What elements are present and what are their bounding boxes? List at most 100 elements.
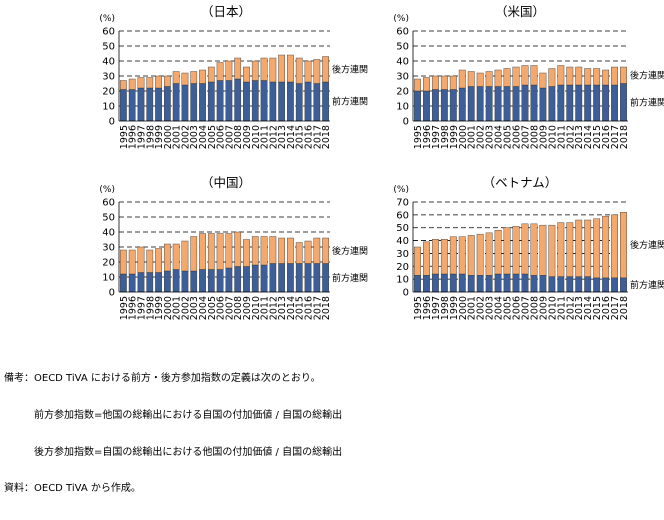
bar-forward	[414, 90, 421, 122]
y-tick-label: 30	[396, 72, 409, 83]
x-tick-label: 2012	[565, 125, 576, 149]
bar-forward	[566, 84, 574, 122]
bar-backward	[611, 214, 618, 279]
bar-forward	[620, 83, 627, 122]
bar-backward	[128, 78, 136, 90]
x-tick-label: 2008	[233, 296, 244, 320]
bar-forward	[207, 81, 215, 122]
x-tick-label: 2000	[458, 296, 469, 320]
bar-forward	[530, 275, 538, 293]
charts-canvas: （日本）(%)010203040506019951996199719981999…	[99, 4, 664, 320]
bar-forward	[467, 275, 475, 293]
x-tick-label: 2006	[216, 125, 227, 149]
bar-forward	[449, 273, 457, 293]
y-tick-label: 30	[102, 243, 115, 254]
bar-backward	[234, 57, 242, 80]
y-tick-label: 70	[396, 198, 409, 209]
bar-backward	[467, 71, 475, 87]
x-tick-label: 2009	[538, 125, 549, 149]
bar-forward	[476, 86, 484, 122]
y-tick-label: 10	[102, 273, 115, 284]
x-tick-label: 2003	[189, 296, 200, 320]
bar-forward	[530, 84, 538, 122]
x-tick-label: 2001	[172, 125, 183, 149]
bar-backward	[557, 65, 565, 86]
x-tick-label: 2005	[207, 296, 218, 320]
bar-backward	[557, 222, 565, 277]
bar-backward	[449, 75, 457, 90]
x-tick-label: 1997	[136, 296, 147, 320]
bar-forward	[128, 273, 136, 293]
bar-backward	[181, 72, 189, 86]
bar-forward	[449, 89, 457, 122]
bar-backward	[295, 242, 303, 264]
bar-backward	[593, 218, 601, 279]
x-tick-label: 2016	[304, 296, 315, 320]
bar-backward	[620, 66, 627, 84]
bar-forward	[458, 87, 466, 122]
bar-forward	[512, 86, 520, 122]
bar-backward	[295, 57, 303, 84]
bar-backward	[449, 236, 457, 275]
bar-forward	[566, 276, 574, 293]
bar-forward	[584, 84, 592, 122]
bar-forward	[243, 81, 250, 122]
x-tick-label: 2011	[260, 296, 271, 320]
x-tick-label: 1999	[154, 125, 165, 149]
bar-backward	[503, 68, 511, 87]
note-line: 資料：OECD TiVA から作成。	[4, 483, 141, 495]
bar-forward	[234, 266, 242, 293]
bar-forward	[557, 84, 565, 122]
y-tick-label: 30	[396, 249, 409, 260]
series-label-backward: 後方連関	[630, 69, 664, 81]
bar-backward	[322, 237, 329, 264]
x-tick-label: 1996	[128, 296, 139, 320]
bar-backward	[494, 230, 502, 275]
x-tick-label: 2017	[312, 125, 323, 149]
bar-backward	[207, 66, 215, 83]
x-tick-label: 2013	[574, 296, 585, 320]
bar-forward	[287, 263, 294, 293]
bar-backward	[584, 68, 592, 86]
bar-backward	[243, 239, 250, 267]
x-tick-label: 2016	[304, 125, 315, 149]
x-tick-label: 2017	[312, 296, 323, 320]
bar-forward	[313, 263, 321, 293]
y-tick-label: 0	[109, 117, 115, 128]
bar-backward	[539, 224, 547, 276]
bar-forward	[207, 269, 215, 293]
bar-backward	[530, 65, 538, 86]
x-tick-label: 2008	[529, 296, 540, 320]
x-tick-label: 1995	[413, 125, 424, 149]
bar-backward	[476, 72, 484, 87]
x-tick-label: 2014	[286, 296, 297, 320]
bar-backward	[278, 237, 286, 264]
unit-label: (%)	[99, 14, 115, 24]
x-tick-label: 2013	[574, 125, 585, 149]
y-tick-label: 40	[396, 236, 409, 247]
bar-forward	[146, 87, 154, 122]
x-tick-label: 2010	[251, 296, 262, 320]
bar-backward	[423, 241, 430, 276]
bar-backward	[163, 243, 171, 272]
x-tick-label: 2012	[565, 296, 576, 320]
bar-backward	[260, 57, 268, 81]
bar-backward	[146, 77, 154, 89]
x-tick-label: 2018	[321, 296, 332, 320]
bar-backward	[440, 75, 448, 90]
bar-backward	[431, 75, 439, 90]
x-tick-label: 2009	[242, 296, 253, 320]
x-tick-label: 2011	[556, 296, 567, 320]
x-tick-label: 2007	[224, 125, 235, 149]
bar-backward	[313, 237, 321, 264]
x-tick-label: 1998	[145, 125, 156, 149]
bar-forward	[295, 263, 303, 293]
x-tick-label: 1998	[440, 296, 451, 320]
x-tick-label: 2000	[163, 125, 174, 149]
x-tick-label: 2001	[467, 125, 478, 149]
y-tick-label: 10	[102, 102, 115, 113]
x-tick-label: 2005	[503, 296, 514, 320]
bar-forward	[269, 81, 277, 122]
bar-forward	[548, 276, 556, 293]
